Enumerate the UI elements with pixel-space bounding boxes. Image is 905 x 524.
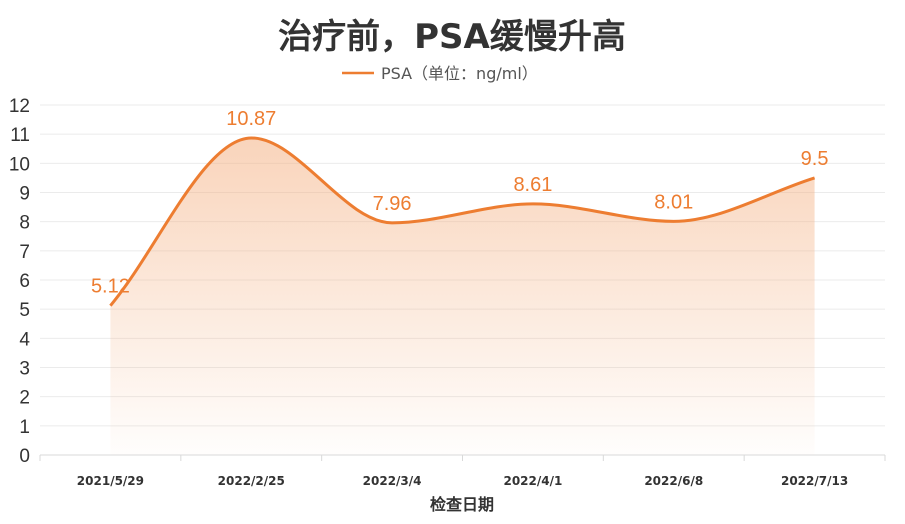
y-tick-label: 1	[19, 417, 30, 438]
y-tick-label: 12	[9, 96, 30, 117]
data-label: 7.96	[373, 193, 412, 215]
y-tick-label: 0	[19, 446, 30, 467]
legend[interactable]: PSA（单位：ng/ml）	[342, 64, 538, 83]
x-tick-label: 2022/4/1	[503, 474, 562, 488]
legend-label: PSA（单位：ng/ml）	[381, 64, 538, 83]
y-tick-label: 2	[19, 388, 30, 409]
y-tick-label: 10	[9, 154, 30, 175]
y-tick-label: 4	[19, 329, 30, 350]
x-tick-label: 2021/5/29	[77, 474, 144, 488]
x-tick-label: 2022/3/4	[363, 474, 422, 488]
y-tick-label: 3	[19, 359, 30, 380]
y-tick-label: 9	[19, 184, 30, 205]
data-label: 8.01	[654, 191, 693, 213]
x-axis-title: 检查日期	[430, 495, 494, 514]
chart-title: 治疗前，PSA缓慢升高	[278, 17, 626, 57]
series-line	[109, 136, 816, 307]
x-tick-label: 2022/6/8	[644, 474, 703, 488]
y-tick-label: 6	[19, 271, 30, 292]
data-labels: 5.12 10.87 7.96 8.61 8.01 9.5	[91, 108, 829, 298]
y-tick-label: 7	[19, 242, 30, 263]
y-tick-label: 8	[19, 213, 30, 234]
data-label: 8.61	[513, 174, 552, 196]
series-area-fill	[110, 137, 815, 455]
x-tick-label: 2022/2/25	[218, 474, 285, 488]
data-label: 9.5	[801, 148, 829, 170]
x-axis-ticks: 2021/5/29 2022/2/25 2022/3/4 2022/4/1 2022/6…	[39, 455, 886, 488]
y-tick-label: 5	[19, 300, 30, 321]
data-label: 5.12	[91, 276, 130, 298]
x-tick-label: 2022/7/13	[781, 474, 848, 488]
y-tick-label: 11	[10, 125, 30, 146]
data-label: 10.87	[226, 108, 276, 130]
